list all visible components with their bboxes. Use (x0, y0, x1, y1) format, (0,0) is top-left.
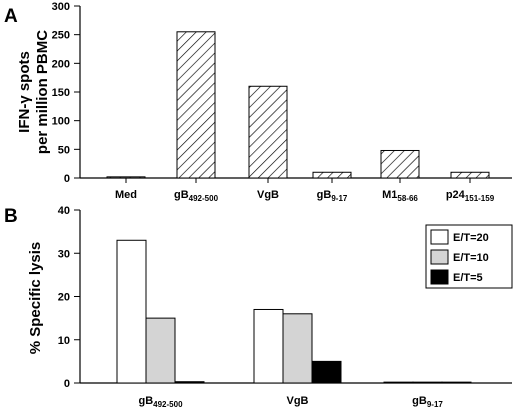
panel-a-bar (380, 149, 420, 179)
panel-a-category-label-main: VgB (257, 189, 279, 201)
panel-b-ylabel: % Specific lysis (27, 242, 44, 355)
panel-b-label: B (4, 206, 18, 227)
panel-a-category-labels: Med gB492-500 VgB gB9-17 M158-66 p24151-159 (115, 178, 495, 203)
panel-a: A IFN-γ spots per million PBMC 0 50 100 150… (4, 1, 512, 203)
panel-b-bar (145, 317, 176, 384)
panel-a-ylabel-line1: IFN-γ spots (16, 51, 33, 133)
panel-a-ytick-label: 250 (52, 30, 70, 42)
panel-b-bar (282, 313, 313, 384)
panel-b-bar (174, 381, 205, 384)
legend-label-et10: E/T=10 (453, 252, 489, 264)
panel-b-category-label: VgB (287, 395, 309, 407)
panel-b-category-label-main: VgB (287, 395, 309, 407)
panel-b-category-label-subscript: 492-500 (153, 400, 183, 409)
legend-label-et20: E/T=20 (453, 232, 489, 244)
panel-a-bar (106, 176, 146, 179)
panel-a-category-label: gB492-500 (174, 189, 219, 203)
panel-b-ytick-label: 30 (58, 248, 70, 260)
panel-a-bars (106, 31, 490, 179)
panel-b-category-label: gB492-500 (138, 395, 183, 409)
panel-a-category-label: gB9-17 (317, 189, 348, 203)
panel-b-ytick-label: 10 (58, 335, 70, 347)
panel-a-category-label-subscript: 58-66 (397, 194, 418, 203)
panel-b-category-label-main: gB (138, 395, 153, 407)
panel-a-category-label-main: Med (115, 189, 137, 201)
panel-b-bars (116, 239, 472, 384)
panel-b-bar (383, 381, 414, 384)
panel-a-category-label: M158-66 (382, 189, 418, 203)
panel-a-category-label-subscript: 9-17 (331, 194, 348, 203)
panel-a-category-label: VgB (257, 189, 279, 201)
panel-b-bar (311, 360, 342, 384)
panel-b-bar (253, 308, 284, 384)
panel-a-ytick-label: 300 (52, 1, 70, 13)
panel-b-ytick-label: 20 (58, 292, 70, 304)
panel-a-category-label-subscript: 151-159 (465, 194, 495, 203)
panel-b-bar (412, 381, 443, 384)
panel-b-category-label: gB9-17 (412, 395, 443, 409)
panel-b-bar (441, 381, 472, 384)
panel-a-ylabel-line2: per million PBMC (34, 30, 51, 154)
panel-a-category-label-subscript: 492-500 (189, 194, 219, 203)
panel-b-category-label-main: gB (412, 395, 427, 407)
panel-a-bar (248, 85, 288, 179)
legend-swatch-et20 (430, 229, 449, 245)
panel-a-bar (176, 31, 216, 179)
panel-a-category-label-main: p24 (446, 189, 466, 201)
panel-a-ytick-label: 200 (52, 58, 70, 70)
panel-a-ytick-label: 150 (52, 87, 70, 99)
panel-a-ytick-label: 0 (64, 173, 70, 185)
panel-a-ytick-label: 50 (58, 144, 70, 156)
panel-a-bar (312, 171, 352, 179)
panel-a-category-label-main: gB (174, 189, 189, 201)
panel-a-y-ticks: 0 50 100 150 200 250 300 (52, 1, 80, 185)
panel-b-category-labels: gB492-500 VgB gB9-17 (138, 395, 443, 409)
panel-a-category-label-main: M1 (382, 189, 397, 201)
panel-a-category-label-main: gB (317, 189, 332, 201)
legend-swatch-et10 (430, 249, 449, 265)
panel-b-ytick-label: 0 (64, 378, 70, 390)
panel-b-y-ticks: 0 10 20 30 40 (58, 205, 80, 390)
panel-b-ytick-label: 40 (58, 205, 70, 217)
panel-a-bar (450, 171, 490, 179)
panel-b-category-label-subscript: 9-17 (427, 400, 444, 409)
legend: E/T=20 E/T=10 E/T=5 (425, 224, 513, 289)
panel-b-bar (116, 239, 147, 384)
panel-a-category-label: Med (115, 189, 137, 201)
panel-a-category-label: p24151-159 (446, 189, 495, 203)
legend-swatch-et5 (430, 269, 449, 285)
panel-a-ytick-label: 100 (52, 116, 70, 128)
legend-label-et5: E/T=5 (453, 272, 483, 284)
panel-a-label: A (4, 6, 18, 27)
